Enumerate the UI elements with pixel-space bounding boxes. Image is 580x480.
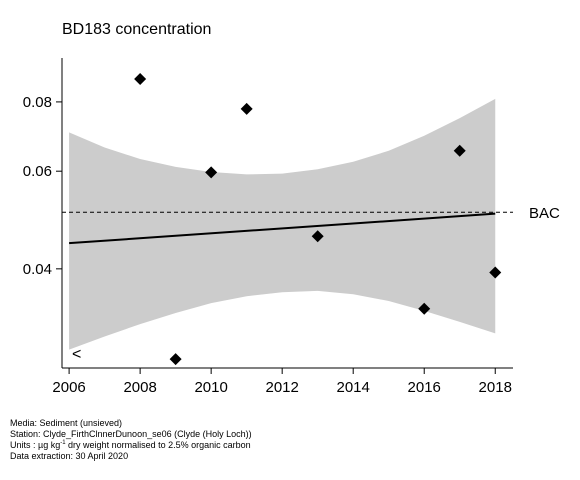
less-than-marker: <	[72, 346, 81, 363]
x-tick-label: 2014	[337, 379, 370, 396]
data-point	[134, 72, 147, 85]
footer-extraction: Data extraction: 30 April 2020	[10, 451, 129, 461]
footer: Media: Sediment (unsieved) Station: Clyd…	[10, 418, 252, 462]
trend-line	[69, 212, 496, 245]
chart-title: BD183 concentration	[62, 21, 211, 38]
x-tick-label: 2008	[123, 379, 156, 396]
data-point	[453, 144, 466, 157]
data-point	[240, 102, 253, 115]
y-tick-label: 0.08	[23, 94, 52, 111]
x-tick-label: 2012	[265, 379, 298, 396]
footer-units: Units : µg kg-1 dry weight normalised to…	[10, 440, 251, 450]
data-point	[489, 266, 502, 279]
x-tick-label: 2010	[194, 379, 227, 396]
y-tick-label: 0.06	[23, 163, 52, 180]
chart: BD183 concentration BAC 2006 2008 2010 2012 2…	[23, 21, 560, 396]
x-tick-label: 2016	[408, 379, 441, 396]
x-tick-label: 2018	[479, 379, 512, 396]
data-point	[311, 230, 324, 243]
footer-media: Media: Sediment (unsieved)	[10, 418, 123, 428]
confidence-band	[69, 98, 496, 350]
plot-area: BAC 2006 2008 2010 2012 2014 2016 2018 0.04 0.06 0…	[23, 58, 560, 396]
footer-station: Station: Clyde_FirthClnnerDunoon_se06 (C…	[10, 429, 252, 439]
data-point	[169, 353, 182, 366]
data-point	[418, 302, 431, 315]
bac-label: BAC	[529, 205, 560, 222]
y-tick-label: 0.04	[23, 261, 52, 278]
x-tick-label: 2006	[52, 379, 85, 396]
data-point	[205, 166, 218, 179]
